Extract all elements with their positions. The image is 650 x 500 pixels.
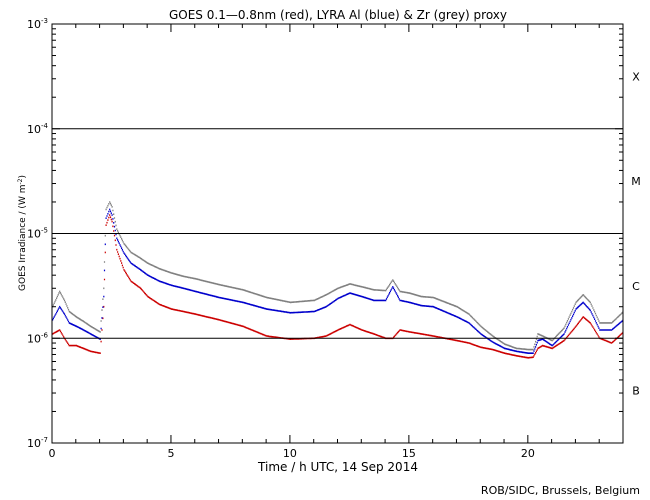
axis-ticks (51, 23, 624, 444)
flare-class-lines (52, 128, 623, 339)
y-tick-label: 10-6 (27, 331, 49, 345)
x-tick-label: 0 (49, 447, 56, 460)
y-tick-label: 10-7 (27, 436, 48, 450)
y-tick-label: 10-4 (27, 122, 49, 136)
chart-title: GOES 0.1—0.8nm (red), LYRA Al (blue) & Z… (169, 8, 507, 22)
flare-class-b: B (632, 385, 640, 398)
x-tick-label: 5 (167, 447, 174, 460)
flare-class-m: M (631, 175, 641, 188)
flare-class-c: C (632, 280, 640, 293)
x-tick-label: 15 (402, 447, 416, 460)
series-dots (52, 201, 624, 351)
flare-class-x: X (632, 70, 640, 83)
series-1 (52, 208, 624, 354)
data-layer (52, 201, 624, 359)
x-tick-label: 10 (283, 447, 297, 460)
tick-labels: 0 5 10 15 20 10-7 10-6 10-5 10-4 10-3 (27, 17, 535, 460)
y-axis-label: GOES Irradiance / (W m-2) (17, 175, 28, 291)
flare-class-labels: X M C B (631, 70, 641, 397)
series-2 (52, 201, 624, 351)
y-tick-label: 10-3 (27, 17, 48, 31)
y-tick-label: 10-5 (27, 227, 48, 241)
credit-text: ROB/SIDC, Brussels, Belgium (481, 484, 640, 497)
series-dots (52, 208, 624, 354)
x-axis-label: Time / h UTC, 14 Sep 2014 (257, 460, 418, 474)
x-tick-label: 20 (521, 447, 535, 460)
